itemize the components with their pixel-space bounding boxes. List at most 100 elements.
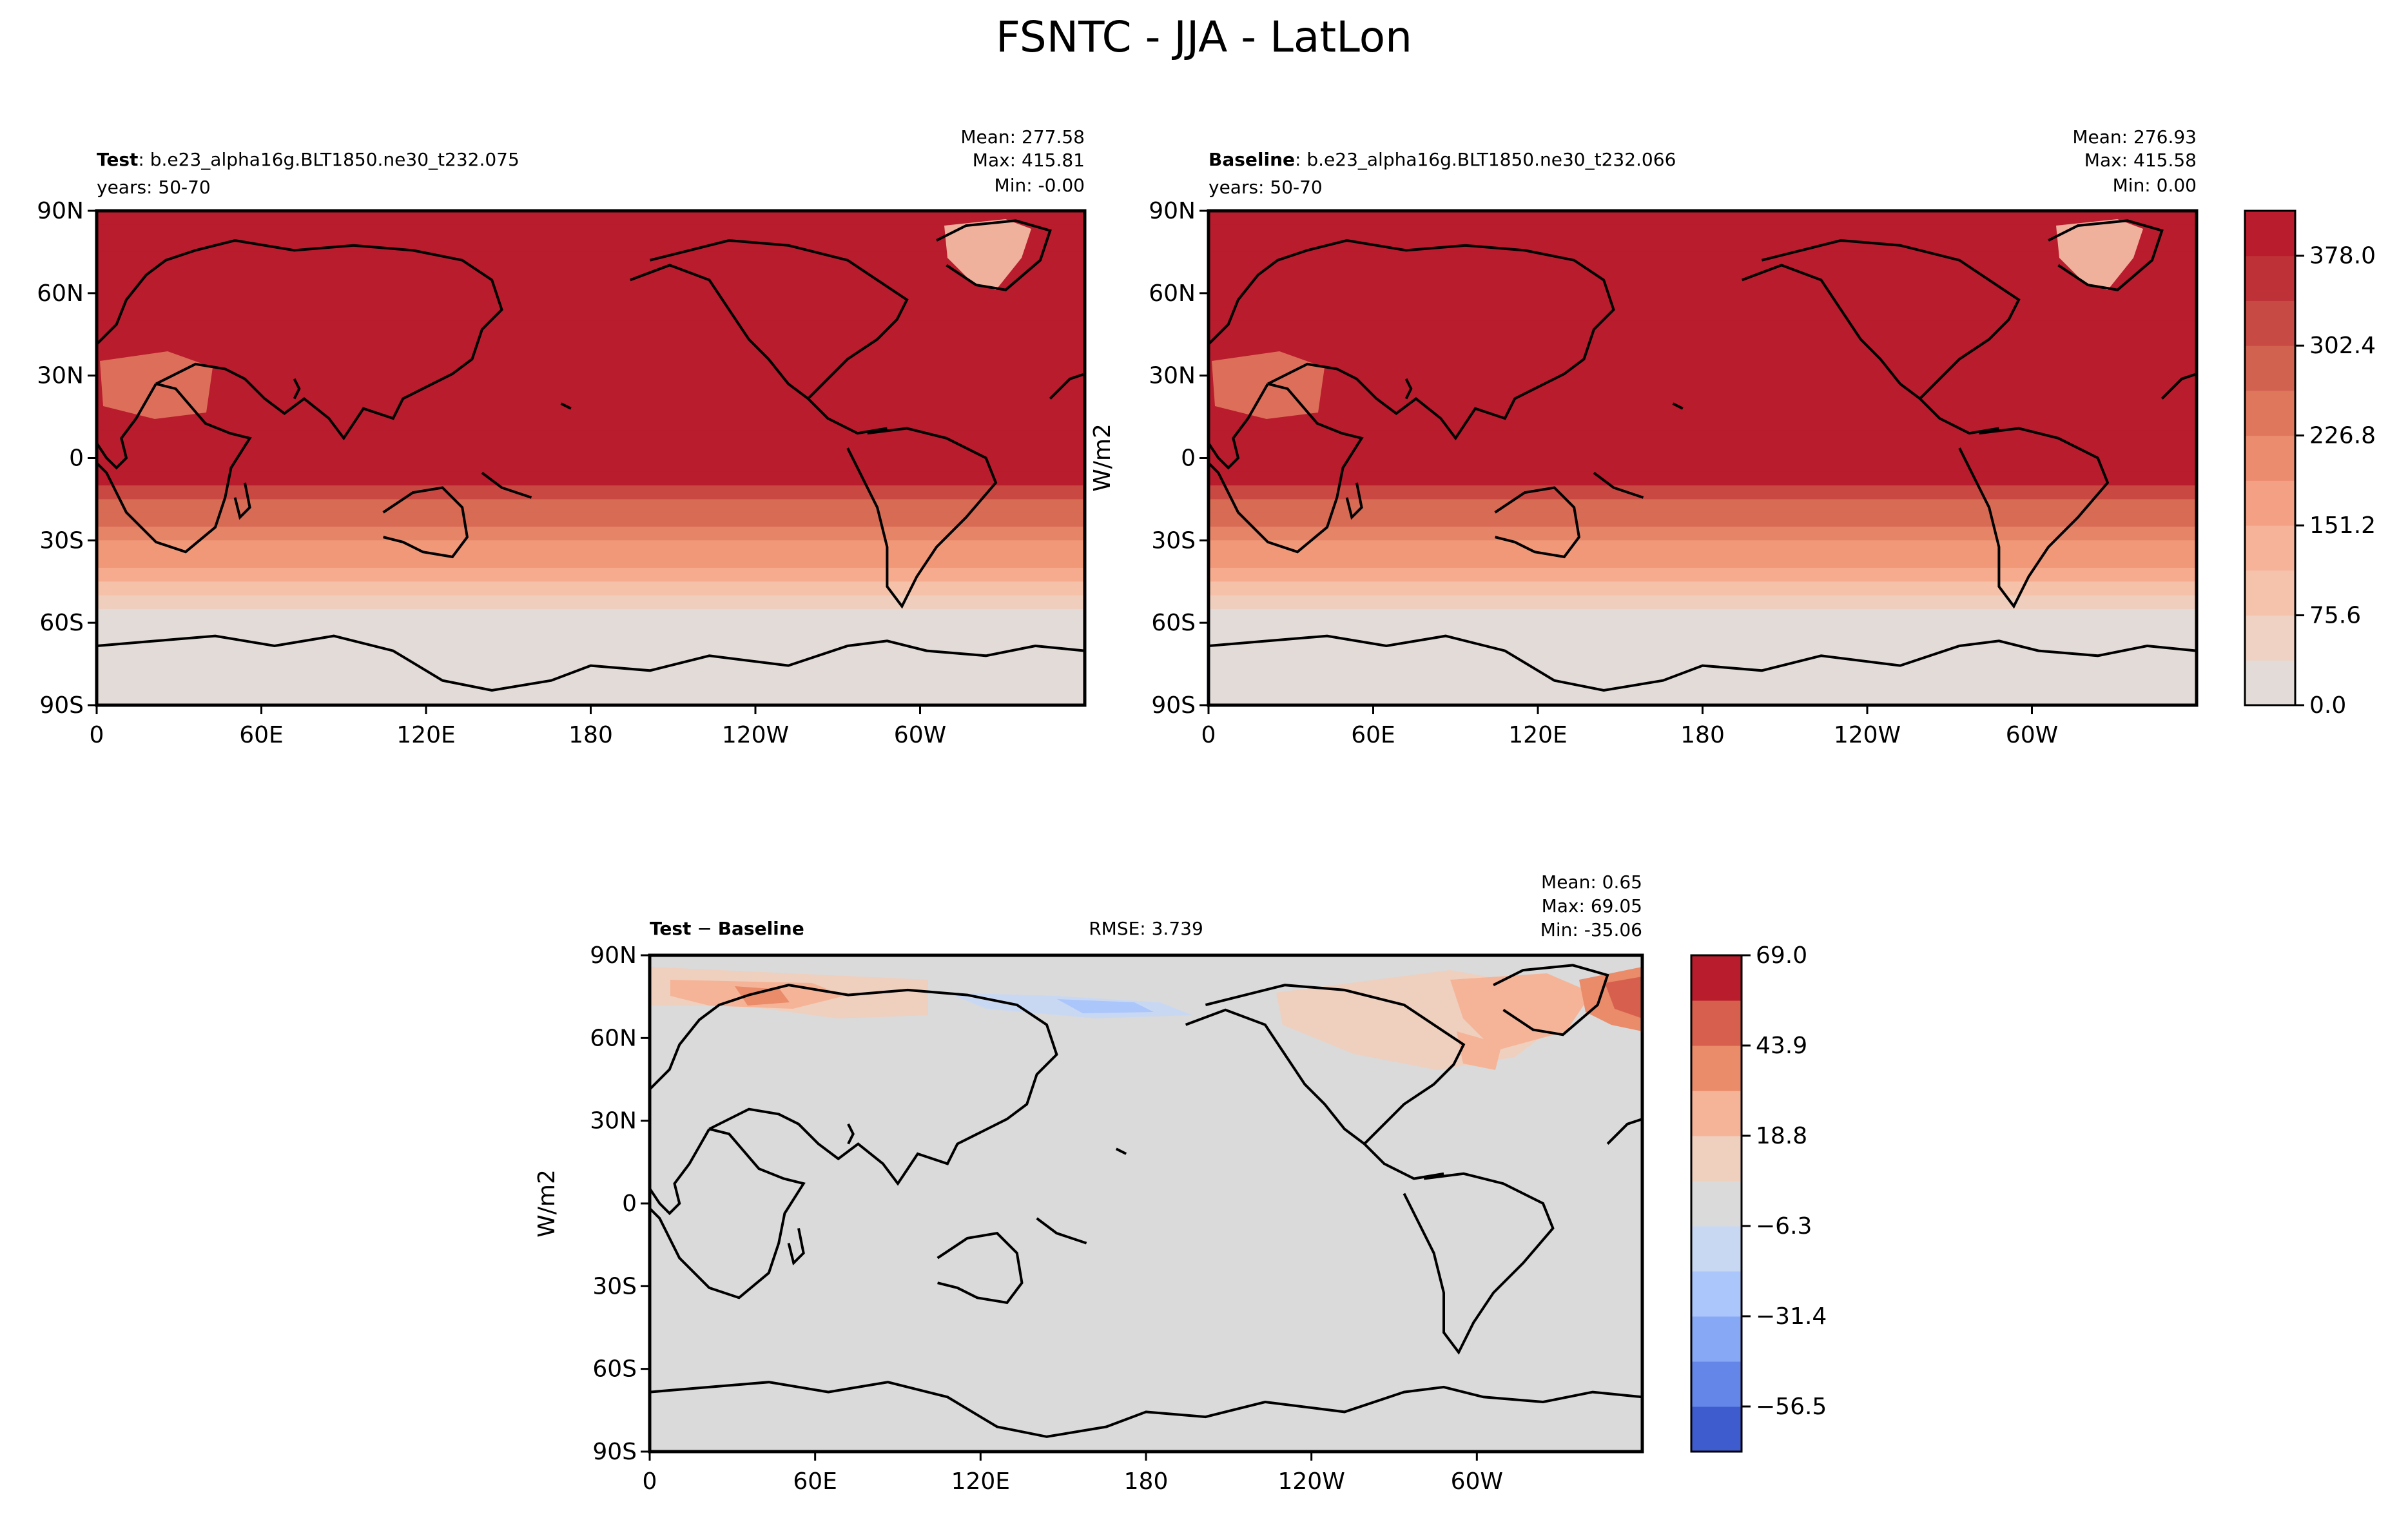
colorbar-bottom-segment-8 (1691, 1046, 1742, 1091)
test-lat-band (97, 581, 1085, 596)
baseline-coastline-8 (1958, 427, 2110, 609)
test-lat-band (97, 307, 1085, 322)
colorbar-top-ticks: 378.0 302.4 226.8 151.2 75.6 0.0 (2295, 243, 2376, 719)
diff-mean: Mean: 0.65 (1541, 871, 1642, 893)
baseline-lat-tick-label: 90N (1149, 198, 1196, 224)
test-label-bold: Test (97, 149, 138, 170)
test-lat-band (97, 458, 1085, 472)
baseline-lat-band (1209, 211, 2197, 226)
test-lat-band (97, 677, 1085, 692)
colorbar-top-segment-2 (2245, 570, 2295, 616)
test-coastline-5 (481, 471, 532, 499)
baseline-lat-band (1209, 540, 2197, 555)
test-lat-band (97, 444, 1085, 459)
baseline-lat-band (1209, 499, 2197, 514)
colorbar-top-tick-label: 378.0 (2309, 243, 2376, 269)
baseline-lat-tick-label: 60S (1151, 610, 1196, 636)
diff-coastline-2 (650, 984, 1058, 1186)
test-field-bands (97, 211, 1085, 705)
colorbar-top-segment-6 (2245, 390, 2295, 436)
baseline-lat-band (1209, 416, 2197, 431)
baseline-coastline-10 (2160, 373, 2197, 400)
colorbar-bottom-segment-5 (1691, 1181, 1742, 1227)
colorbar-top-label: W/m2 (1089, 423, 1116, 492)
colorbar-top-segment-9 (2245, 255, 2295, 301)
test-lat-tick-label: 90S (39, 692, 84, 719)
baseline-lat-band (1209, 595, 2197, 610)
baseline-field-bands (1209, 211, 2197, 705)
test-lat-band (97, 691, 1085, 705)
test-lat-band (97, 416, 1085, 431)
test-coastline-8 (846, 427, 998, 609)
diff-lat-tick-label: 30N (590, 1108, 637, 1134)
colorbar-top-tick-label: 0.0 (2309, 692, 2346, 719)
baseline-lat-band (1209, 334, 2197, 349)
baseline-coastline-3 (1494, 486, 1581, 559)
test-greenland-patch (944, 219, 1031, 290)
test-coastline-12 (293, 378, 301, 400)
colorbar-bottom-segments (1691, 955, 1742, 1452)
baseline-lat-band (1209, 389, 2197, 404)
test-coastline-1 (97, 382, 252, 554)
baseline-lat-band (1209, 458, 2197, 472)
diff-label-b: Baseline (718, 918, 804, 939)
diff-lon-tick-label: 120E (951, 1468, 1010, 1495)
test-lat-band (97, 389, 1085, 404)
colorbar-bottom-segment-7 (1691, 1091, 1742, 1136)
baseline-lat-band (1209, 512, 2197, 528)
diff-coastline-5 (1036, 1217, 1087, 1245)
baseline-lon-tick-label: 60E (1351, 722, 1395, 748)
diff-label-sep: − (691, 918, 717, 939)
colorbar-bottom-segment-4 (1691, 1226, 1742, 1272)
colorbar-top-segment-1 (2245, 615, 2295, 661)
diff-lat-tick-label: 90S (592, 1439, 637, 1465)
test-coastline-7 (807, 398, 888, 435)
test-coastline-10 (1049, 373, 1085, 400)
diff-anomaly-east-siberian-core (1057, 999, 1154, 1013)
test-lat-band (97, 540, 1085, 555)
diff-max: Max: 69.05 (1542, 895, 1642, 917)
colorbar-bottom-segment-6 (1691, 1136, 1742, 1182)
test-lat-band (97, 211, 1085, 226)
diff-coastline-1 (650, 1127, 806, 1299)
colorbar-top-tick-label: 151.2 (2309, 512, 2376, 539)
test-lat-band (97, 375, 1085, 390)
colorbar-top-segment-0 (2245, 660, 2295, 706)
diff-lon-tick-label: 180 (1124, 1468, 1169, 1495)
colorbar-bottom-segment-9 (1691, 1000, 1742, 1046)
test-coastline-13 (560, 402, 572, 410)
test-lat-tick-label: 90N (37, 198, 84, 224)
colorbar-top-segment-10 (2245, 211, 2295, 257)
diff-lat-tick-label: 60S (592, 1356, 637, 1383)
colorbar-top-segments (2245, 211, 2295, 706)
colorbar-top-segment-8 (2245, 300, 2295, 346)
colorbar-bottom-ticks: 69.0 43.9 18.8 −6.3 −31.4 −56.5 (1742, 942, 1827, 1420)
test-coastline-9 (936, 219, 1052, 291)
test-lon-tick-label: 120E (396, 722, 455, 748)
colorbar-bottom-tick-label: 18.8 (1756, 1123, 1807, 1149)
test-lat-band (97, 471, 1085, 487)
test-lat-band (97, 293, 1085, 308)
colorbar-bottom-segment-0 (1691, 1406, 1742, 1452)
test-lon-tick-label: 120W (722, 722, 789, 748)
test-lat-band (97, 224, 1085, 239)
test-lat-tick-label: 30S (39, 527, 84, 554)
diff-ylabel: W/m2 (534, 1169, 560, 1238)
baseline-lat-band (1209, 650, 2197, 665)
test-lon-tick-label: 60W (894, 722, 946, 748)
diff-coastline-11 (650, 1381, 1642, 1438)
diff-coastline-3 (937, 1232, 1024, 1305)
diff-coastline-6 (1185, 984, 1466, 1146)
colorbar-top-tick-label: 226.8 (2309, 423, 2376, 449)
baseline-coastlines (1209, 219, 2197, 692)
test-lat-band (97, 527, 1085, 541)
baseline-lat-band (1209, 238, 2197, 253)
baseline-greenland-patch (2056, 219, 2143, 290)
test-lat-band (97, 623, 1085, 637)
colorbar-bottom-segment-1 (1691, 1361, 1742, 1407)
